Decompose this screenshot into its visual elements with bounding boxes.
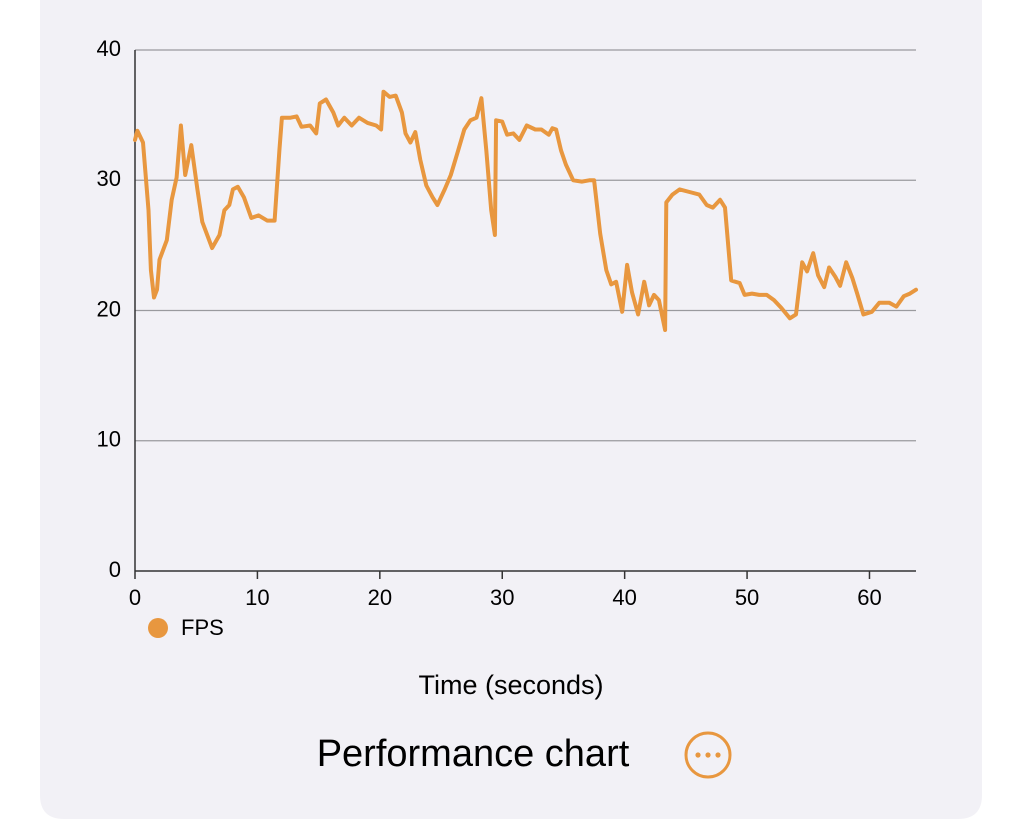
x-tick-label: 30 <box>490 585 514 610</box>
x-tick-label: 10 <box>245 585 269 610</box>
y-tick-label: 10 <box>97 427 121 452</box>
legend-label: FPS <box>181 615 224 640</box>
more-button[interactable] <box>684 731 732 779</box>
x-tick-label: 50 <box>735 585 759 610</box>
more-dot[interactable] <box>715 752 721 758</box>
fps-line <box>133 89 918 332</box>
x-tick-label: 0 <box>129 585 141 610</box>
more-dot[interactable] <box>705 752 711 758</box>
x-tick-label: 20 <box>368 585 392 610</box>
legend-swatch <box>148 618 168 638</box>
y-tick-label: 20 <box>97 296 121 321</box>
y-tick-label: 40 <box>97 36 121 61</box>
y-tick-label: 0 <box>109 557 121 582</box>
x-tick-label: 60 <box>857 585 881 610</box>
y-tick-label: 30 <box>97 166 121 191</box>
x-tick-label: 40 <box>612 585 636 610</box>
chart-title: Performance chart <box>317 733 630 775</box>
more-button-ring[interactable] <box>684 731 732 779</box>
more-dot[interactable] <box>695 752 701 758</box>
x-axis-label: Time (seconds) <box>418 670 603 700</box>
